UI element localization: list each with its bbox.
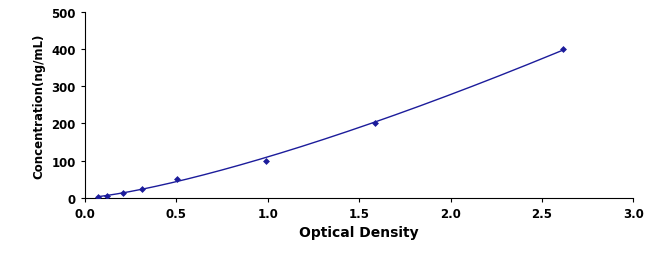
X-axis label: Optical Density: Optical Density [299,226,419,240]
Y-axis label: Concentration(ng/mL): Concentration(ng/mL) [33,33,46,178]
